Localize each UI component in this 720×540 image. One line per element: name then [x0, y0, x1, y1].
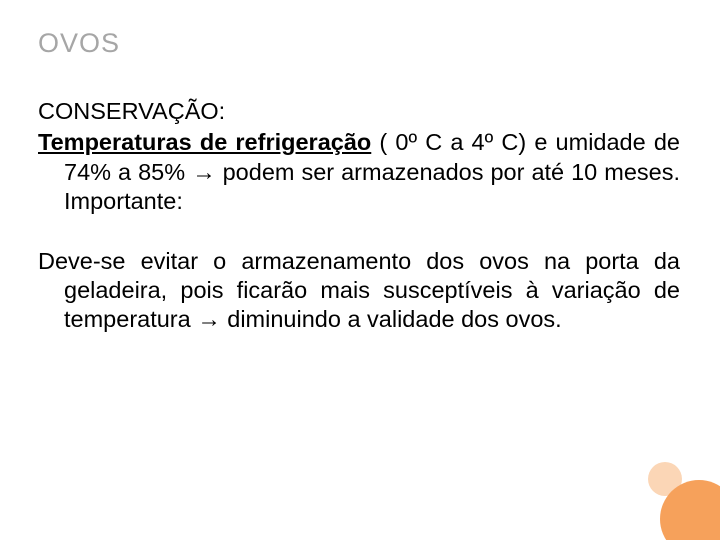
paragraph-1: Temperaturas de refrigeração ( 0º C a 4º…: [38, 128, 680, 216]
slide-title: OVOS: [38, 28, 680, 59]
para1-underlined: Temperaturas de refrigeração: [38, 129, 371, 155]
paragraph-2: Deve-se evitar o armazenamento dos ovos …: [38, 247, 680, 335]
slide-content: CONSERVAÇÃO: Temperaturas de refrigeraçã…: [38, 97, 680, 335]
subheading: CONSERVAÇÃO:: [38, 97, 680, 126]
para2-text: Deve-se evitar o armazenamento dos ovos …: [38, 247, 680, 335]
corner-decoration: [640, 460, 720, 540]
slide-container: OVOS CONSERVAÇÃO: Temperaturas de refrig…: [0, 0, 720, 540]
